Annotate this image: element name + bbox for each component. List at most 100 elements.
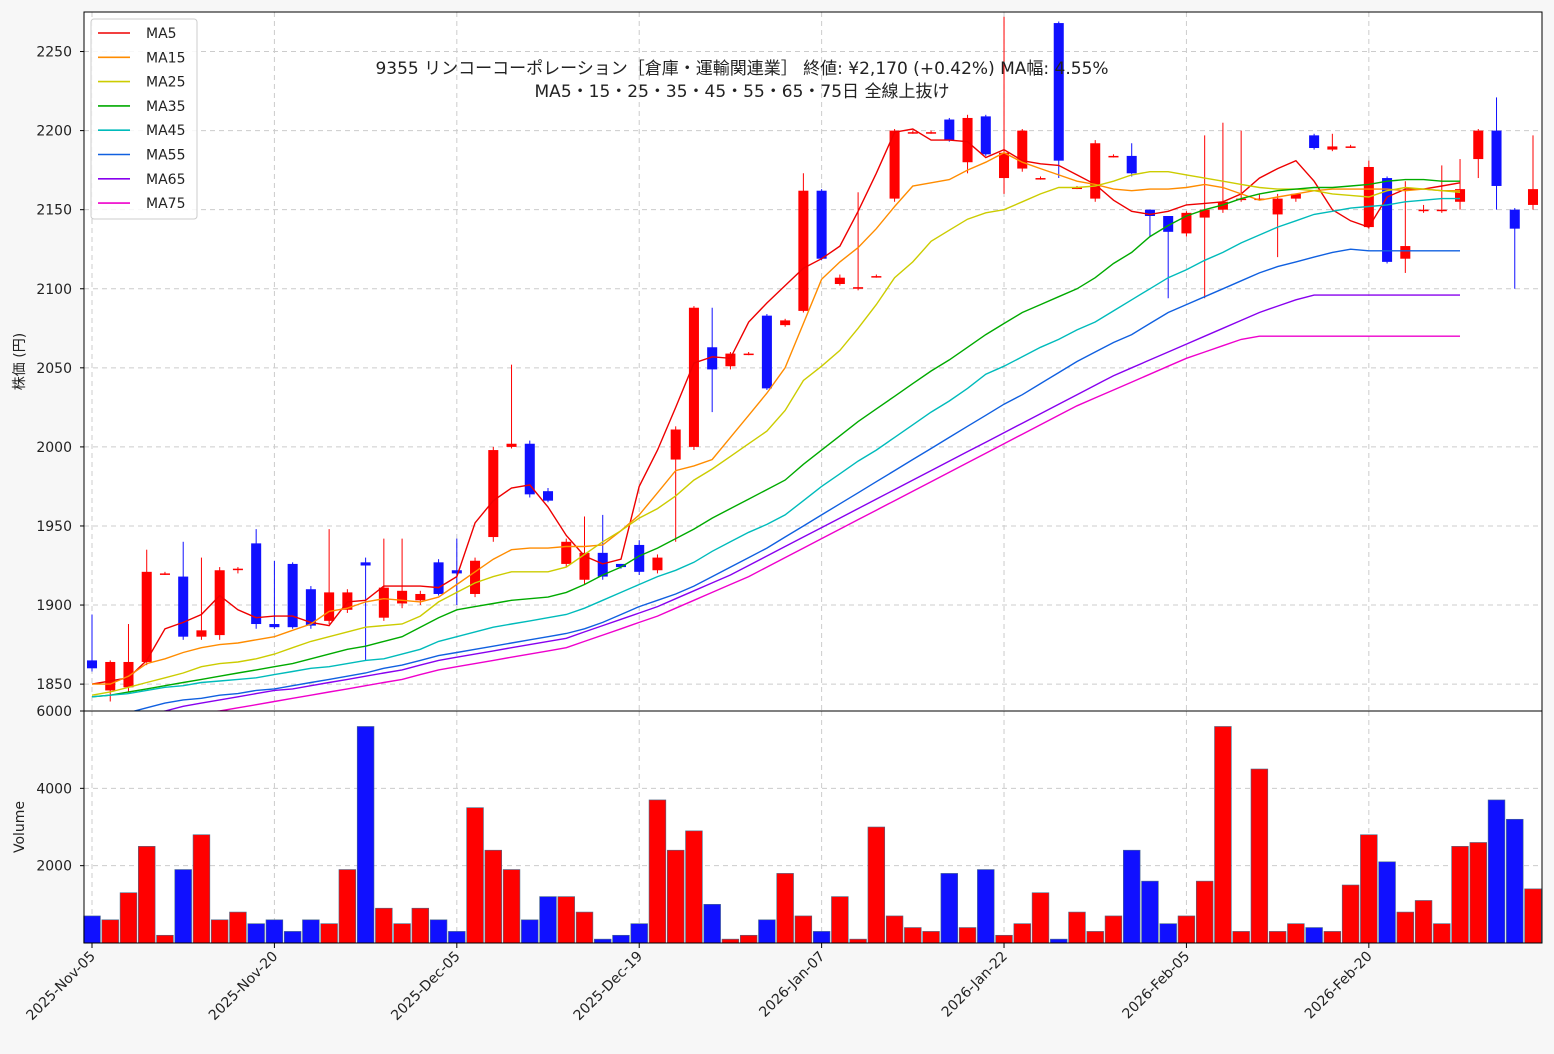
legend-box	[90, 18, 198, 220]
candle-body	[542, 491, 554, 501]
legend-label-ma25: MA25	[146, 75, 185, 91]
legend: MA5 MA15 MA25 MA35 MA45 MA55 MA65 MA75	[90, 18, 198, 220]
candle-body	[232, 568, 243, 571]
xtick-label: 2026-Feb-20	[1302, 949, 1376, 1023]
candle-body	[597, 552, 608, 577]
candle-body	[451, 570, 462, 574]
candle-body	[944, 119, 955, 141]
volume-bar	[758, 919, 776, 944]
candle-body	[415, 593, 426, 601]
volume-bar	[192, 834, 211, 944]
ma-line-ma35	[91, 178, 1460, 698]
candle-body	[634, 544, 645, 572]
volume-bar	[320, 923, 338, 944]
candle-body	[707, 347, 718, 370]
candle-body	[360, 562, 371, 566]
volume-bar	[356, 726, 375, 944]
volume-bar	[739, 934, 758, 944]
volume-bar	[1341, 884, 1360, 944]
volume-bar	[283, 931, 302, 944]
volume-bar	[1287, 923, 1305, 944]
candle-body	[761, 315, 772, 389]
candle-body	[1418, 209, 1429, 212]
candle-body	[652, 557, 663, 571]
volume-ytick-label: 2000	[36, 859, 72, 875]
volume-bar	[1123, 849, 1141, 944]
volume-bar	[922, 931, 940, 944]
candle-body	[159, 573, 170, 575]
volume-bar	[831, 896, 849, 944]
xtick-label: 2025-Nov-05	[24, 949, 99, 1024]
candle-body	[1272, 198, 1283, 215]
chart-title: 9355 リンコーコーポレーション［倉庫・運輸関連業］ 終値: ¥2,170 (…	[375, 59, 1108, 79]
volume-bar	[1305, 927, 1323, 944]
volume-bar	[466, 807, 484, 944]
volume-ytick-label: 6000	[36, 704, 72, 720]
candle-body	[214, 570, 225, 636]
candle-body	[1309, 135, 1320, 149]
candle-body	[907, 132, 918, 134]
xtick-label: 2026-Feb-05	[1119, 949, 1193, 1023]
xtick-label: 2025-Dec-19	[571, 949, 646, 1024]
candle-body	[342, 592, 353, 610]
legend-label-ma75: MA75	[146, 196, 185, 212]
ma-line-ma5	[91, 128, 1461, 685]
volume-bar	[411, 907, 430, 944]
volume-bar	[302, 919, 320, 944]
candle-body	[86, 660, 98, 669]
candle-body	[962, 117, 973, 163]
volume-bar	[1414, 900, 1433, 944]
price-ytick-label: 2250	[36, 45, 72, 61]
volume-bar	[1487, 799, 1506, 944]
candle-body	[251, 543, 262, 625]
volume-bar	[885, 915, 904, 944]
volume-bar	[429, 919, 448, 944]
volume-bar	[1195, 880, 1214, 944]
candle-body	[1400, 246, 1411, 259]
volume-panel-border	[83, 710, 1543, 944]
volume-bar	[119, 892, 138, 944]
volume-bar	[1506, 818, 1524, 944]
volume-bar	[1378, 861, 1396, 944]
xtick-label: 2026-Jan-22	[939, 949, 1011, 1021]
candle-body	[725, 353, 736, 367]
candle-body	[433, 562, 444, 594]
candle-body	[853, 287, 864, 289]
volume-bar	[1031, 892, 1050, 944]
candle-body	[1181, 212, 1192, 234]
volume-bar	[156, 934, 174, 944]
volume-bar	[1360, 834, 1378, 944]
candle-body	[834, 277, 845, 285]
volume-bar	[174, 869, 192, 944]
volume-bar	[794, 915, 813, 944]
volume-bar	[484, 849, 502, 944]
volume-bar	[521, 919, 539, 944]
volume-bar	[575, 911, 594, 944]
volume-bar	[867, 826, 886, 944]
volume-bar	[83, 915, 101, 944]
candle-body	[561, 541, 572, 564]
volume-bar	[1013, 923, 1031, 944]
candle-body	[980, 116, 991, 155]
volume-bar	[1050, 938, 1068, 944]
candle-body	[889, 130, 900, 199]
candle-body	[1327, 146, 1338, 150]
price-ytick-label: 1900	[36, 598, 72, 614]
volume-bar	[630, 923, 648, 944]
candle-body	[105, 661, 116, 691]
price-ytick-label: 2050	[36, 361, 72, 377]
candle-body	[1473, 130, 1484, 160]
volume-bar	[776, 873, 794, 944]
candle-body	[178, 576, 189, 637]
chart-subtitle: MA5・15・25・35・45・55・65・75日 全線上抜け	[535, 82, 950, 102]
candle-body	[269, 624, 280, 628]
volume-bar	[1323, 931, 1342, 944]
volume-bar	[1068, 911, 1086, 944]
candle-body	[999, 152, 1010, 179]
price-ytick-label: 2200	[36, 124, 72, 140]
candle-body	[524, 443, 535, 495]
volume-bar	[1159, 923, 1177, 944]
volume-bar	[721, 938, 740, 944]
